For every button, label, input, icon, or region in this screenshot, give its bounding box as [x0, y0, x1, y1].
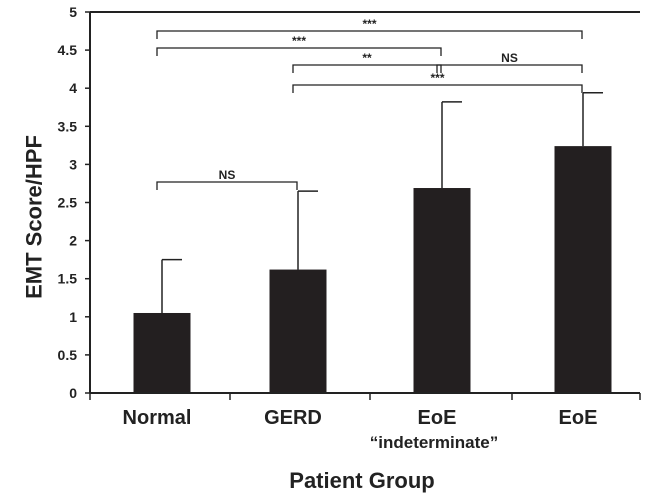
plot-frame: [89, 11, 641, 400]
y-tick-label: 0.5: [58, 347, 78, 363]
error-bars: [161, 92, 603, 313]
significance-label: ***: [292, 34, 306, 48]
y-tick-label: 4.5: [58, 42, 78, 58]
y-axis-title: EMT Score/HPF: [22, 135, 47, 299]
y-tick-label: 4: [69, 80, 77, 96]
significance-brackets: ******** NS***NS: [156, 17, 583, 190]
y-tick-label: 0: [69, 385, 77, 401]
y-tick-label: 1.5: [58, 271, 78, 287]
significance-bracket: [156, 30, 583, 39]
bar: [554, 146, 612, 393]
significance-bracket: [156, 47, 442, 56]
significance-bracket: [156, 181, 298, 190]
significance-label: ***: [430, 71, 444, 85]
significance-label: ***: [362, 17, 376, 31]
significance-label: **: [362, 51, 372, 65]
x-category-label: EoE: [418, 407, 457, 429]
significance-label: NS: [501, 51, 518, 65]
significance-label: NS: [219, 168, 236, 182]
y-tick-label: 5: [69, 4, 77, 20]
y-tick-label: 3.5: [58, 118, 78, 134]
x-category-label: GERD: [264, 407, 322, 429]
y-tick-label: 2: [69, 233, 77, 249]
bars: [133, 146, 612, 393]
significance-bracket: [292, 84, 583, 93]
bar: [269, 269, 327, 393]
x-category-label: EoE: [559, 407, 598, 429]
x-axis-category-labels: Normal GERD EoE “indeterminate” EoE: [123, 407, 598, 452]
significance-bracket: [292, 64, 442, 73]
significance-bracket: [436, 64, 583, 73]
y-tick-label: 3: [69, 156, 77, 172]
bar: [133, 312, 191, 393]
x-category-sublabel: “indeterminate”: [370, 433, 498, 452]
y-tick-label: 1: [69, 309, 77, 325]
y-tick-label: 2.5: [58, 195, 78, 211]
x-category-label: Normal: [123, 407, 192, 429]
x-axis-title: Patient Group: [289, 468, 434, 493]
bar: [413, 188, 471, 393]
y-axis-ticks: 0 0.5 1 1.5 2 2.5 3 3.5 4 4.5 5: [58, 4, 90, 401]
